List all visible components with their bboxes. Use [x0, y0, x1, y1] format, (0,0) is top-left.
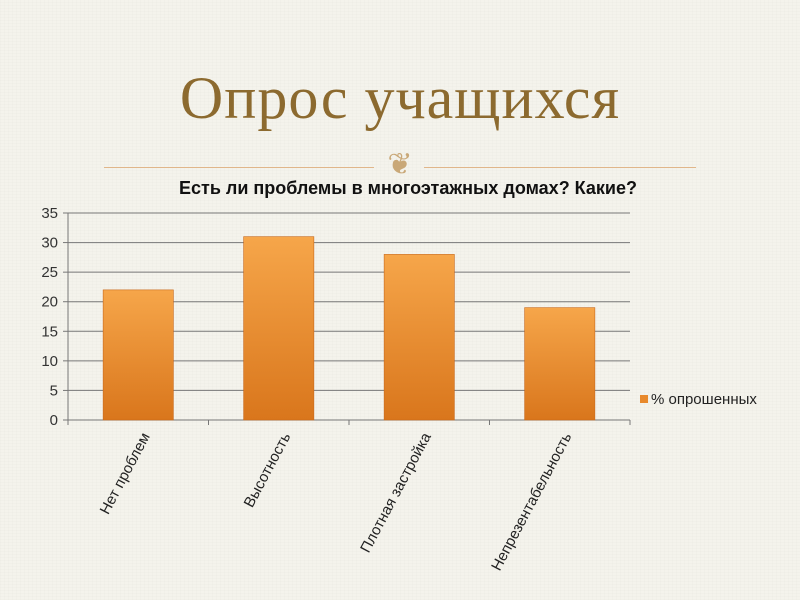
- y-tick-label: 0: [50, 412, 58, 429]
- x-category-label: Непрезентабельность: [488, 430, 575, 574]
- title-divider-left: [104, 167, 374, 168]
- legend-swatch: [640, 395, 648, 403]
- x-category-label: Плотная застройка: [357, 429, 435, 555]
- y-tick-label: 10: [41, 353, 58, 370]
- y-tick-label: 30: [41, 235, 58, 252]
- y-tick-label: 25: [41, 264, 58, 281]
- title-divider-right: [424, 167, 696, 168]
- x-category-label: Высотность: [241, 430, 295, 511]
- bar: [524, 307, 596, 421]
- y-tick-label: 5: [50, 382, 58, 399]
- y-tick-label: 35: [41, 205, 58, 222]
- legend-label: % опрошенных: [651, 391, 757, 408]
- y-tick-label: 15: [41, 323, 58, 340]
- chart-title: Есть ли проблемы в многоэтажных домах? К…: [179, 178, 637, 198]
- legend: % опрошенных: [640, 391, 757, 408]
- bar: [102, 289, 174, 421]
- ornament-icon: ❦: [387, 148, 413, 181]
- x-category-label: Нет проблем: [97, 430, 154, 517]
- y-axis-ticks: 0 5 10 15 20 25 30 35: [41, 205, 58, 429]
- bar: [243, 236, 315, 421]
- slide-title: Опрос учащихся: [179, 65, 621, 131]
- bar: [383, 254, 455, 421]
- y-tick-label: 20: [41, 294, 58, 311]
- x-axis-labels: Нет проблем Высотность Плотная застройка Не…: [97, 429, 576, 573]
- bars: [102, 236, 596, 421]
